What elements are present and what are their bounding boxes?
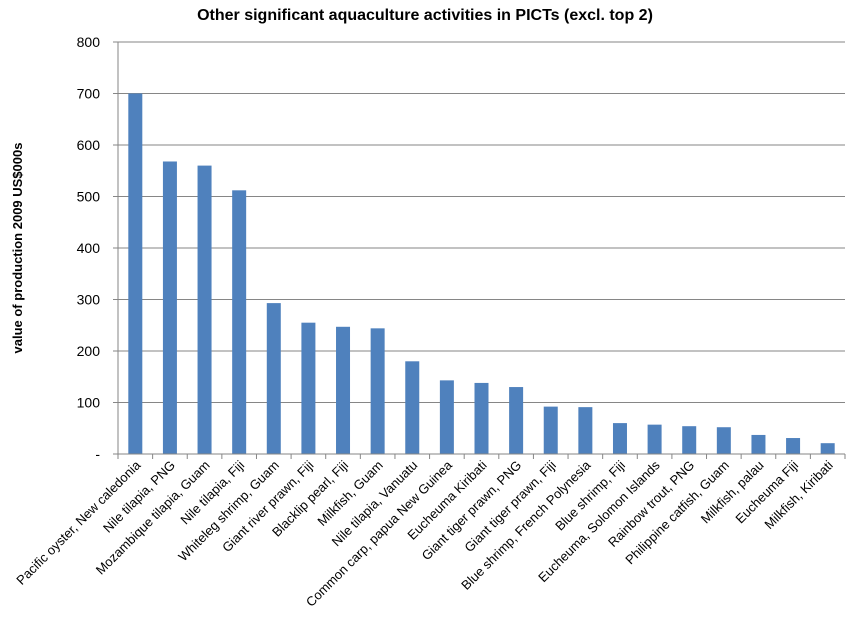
chart-title: Other significant aquaculture activities… — [197, 7, 653, 24]
y-tick-label: 100 — [77, 395, 101, 411]
y-axis-label: value of production 2009 US$000s — [10, 143, 25, 354]
bar — [336, 326, 351, 454]
bar — [232, 190, 247, 454]
bar — [439, 380, 454, 454]
y-tick-label: 800 — [77, 34, 101, 50]
bars — [128, 93, 835, 455]
bar — [370, 328, 385, 454]
bar — [405, 361, 420, 454]
bar — [647, 424, 662, 454]
bar — [716, 427, 731, 454]
y-tick-label: 500 — [77, 189, 101, 205]
bar — [474, 382, 489, 454]
bar — [128, 93, 143, 454]
y-axis-ticks: - 100 200 300 400 500 600 700 800 — [77, 34, 118, 462]
gridlines — [118, 41, 845, 403]
bar — [786, 438, 801, 454]
bar — [751, 434, 766, 454]
bar — [301, 322, 316, 454]
bar — [820, 443, 835, 454]
y-tick-label: 600 — [77, 137, 101, 153]
bar — [162, 161, 177, 455]
bar — [578, 407, 593, 454]
bar — [543, 406, 558, 454]
y-tick-label: 300 — [77, 292, 101, 308]
y-tick-label: 200 — [77, 343, 101, 359]
bar — [509, 387, 524, 454]
bar — [682, 426, 697, 454]
bar — [197, 165, 212, 454]
x-tick-label: Pacific oyster, New caledonia — [13, 457, 144, 588]
y-tick-label: 700 — [77, 86, 101, 102]
bar — [612, 423, 627, 454]
bar — [266, 303, 281, 454]
y-tick-label: 400 — [77, 240, 101, 256]
y-tick-label: - — [95, 446, 100, 462]
